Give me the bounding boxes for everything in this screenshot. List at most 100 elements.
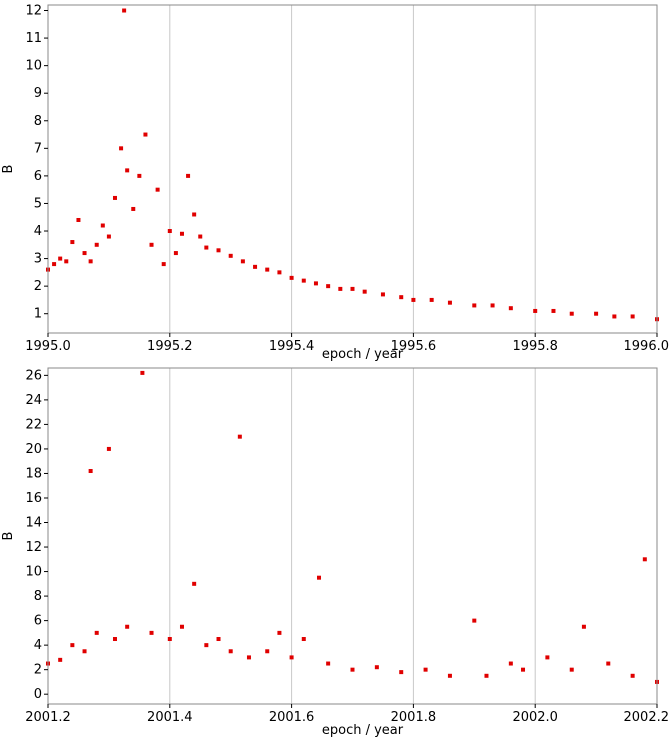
data-point <box>326 661 331 666</box>
data-point <box>472 303 477 308</box>
data-point <box>58 657 63 662</box>
data-point <box>179 231 184 236</box>
data-point <box>246 655 251 660</box>
y-tick-label: 9 <box>34 86 42 101</box>
plot-frame <box>47 4 658 334</box>
y-tick-label: 6 <box>34 169 42 184</box>
data-point <box>411 297 416 302</box>
data-point <box>350 667 355 672</box>
y-axis-label: B <box>1 165 16 174</box>
y-tick-label: 14 <box>25 516 42 531</box>
x-tick-label: 2001.4 <box>147 710 193 725</box>
data-point <box>484 673 489 678</box>
data-point <box>155 187 160 192</box>
y-tick-label: 10 <box>25 59 42 74</box>
y-tick-label: 26 <box>25 368 42 383</box>
data-point <box>228 253 233 258</box>
x-tick-label: 2001.6 <box>269 710 315 725</box>
data-point <box>192 212 197 217</box>
x-tick-label: 2002.0 <box>512 710 558 725</box>
x-tick-label: 1996.0 <box>624 339 669 354</box>
x-axis-label: epoch / year <box>322 347 404 362</box>
data-point <box>82 649 87 654</box>
y-axis-label: B <box>1 532 16 541</box>
data-point <box>179 624 184 629</box>
y-tick-label: 6 <box>34 614 42 629</box>
data-point <box>106 446 111 451</box>
x-tick-label: 1995.4 <box>269 339 315 354</box>
data-point <box>100 223 105 228</box>
data-point <box>265 267 270 272</box>
data-point <box>70 643 75 648</box>
data-point <box>362 289 367 294</box>
y-tick-label: 24 <box>25 393 42 408</box>
data-point <box>131 206 136 211</box>
data-point <box>88 259 93 264</box>
data-point <box>161 262 166 267</box>
data-point <box>167 229 172 234</box>
data-point <box>265 649 270 654</box>
y-tick-label: 10 <box>25 565 42 580</box>
data-point <box>82 251 87 256</box>
data-point <box>112 637 117 642</box>
data-point <box>313 281 318 286</box>
data-point <box>606 661 611 666</box>
data-point <box>289 275 294 280</box>
data-point <box>140 370 145 375</box>
data-point <box>192 581 197 586</box>
y-tick-label: 12 <box>25 540 42 555</box>
data-point <box>594 311 599 316</box>
data-point <box>277 270 282 275</box>
data-point <box>125 624 130 629</box>
y-tick-label: 11 <box>25 31 42 46</box>
data-point <box>630 673 635 678</box>
data-point <box>490 303 495 308</box>
x-tick-label: 1995.0 <box>25 339 71 354</box>
data-point <box>112 195 117 200</box>
x-tick-label: 2001.8 <box>391 710 437 725</box>
y-tick-label: 7 <box>34 141 42 156</box>
data-point <box>508 661 513 666</box>
y-tick-label: 2 <box>34 663 42 678</box>
data-point <box>399 670 404 675</box>
data-point <box>612 314 617 319</box>
data-point <box>569 311 574 316</box>
data-point <box>521 667 526 672</box>
data-point <box>52 262 57 267</box>
y-tick-label: 12 <box>25 4 42 19</box>
data-point <box>204 643 209 648</box>
data-point <box>508 306 513 311</box>
plot-area <box>48 368 657 704</box>
data-point <box>173 251 178 256</box>
y-tick-label: 18 <box>25 466 42 481</box>
x-tick-label: 2001.2 <box>25 710 71 725</box>
data-point <box>642 557 647 562</box>
data-point <box>125 168 130 173</box>
data-point <box>399 295 404 300</box>
data-point <box>143 132 148 137</box>
data-point <box>94 242 99 247</box>
data-point <box>216 248 221 253</box>
data-point <box>237 434 242 439</box>
data-point <box>630 314 635 319</box>
data-point <box>58 256 63 261</box>
data-point <box>472 618 477 623</box>
data-point <box>350 286 355 291</box>
data-point <box>423 667 428 672</box>
data-point <box>106 234 111 239</box>
x-tick-label: 1995.6 <box>391 339 437 354</box>
y-tick-label: 22 <box>25 417 42 432</box>
data-point <box>338 286 343 291</box>
data-point <box>119 146 124 151</box>
plot-area <box>48 5 657 333</box>
data-point <box>216 637 221 642</box>
data-point <box>581 624 586 629</box>
data-points <box>46 370 659 684</box>
x-axis-label: epoch / year <box>322 723 404 738</box>
plot-frame <box>47 367 658 705</box>
data-point <box>167 637 172 642</box>
data-point <box>240 259 245 264</box>
